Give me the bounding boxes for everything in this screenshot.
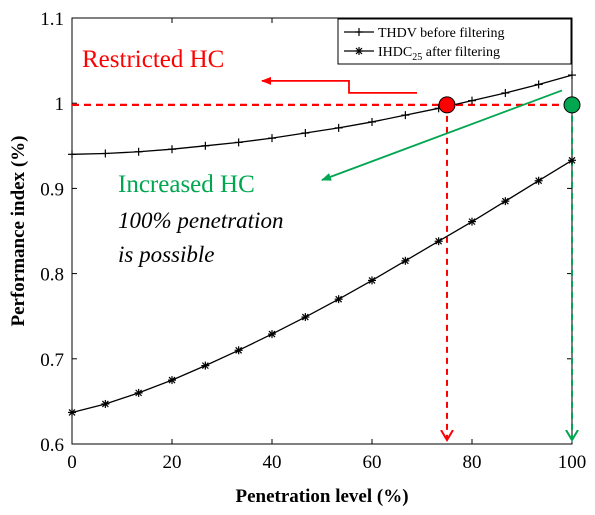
y-tick-label: 1.1 [40, 9, 64, 30]
series-line-1 [71, 74, 573, 155]
series-2-point [134, 388, 143, 397]
series-1-point [568, 71, 576, 80]
series-2-point [368, 276, 376, 285]
series-1-point [368, 117, 376, 126]
series-2-point [568, 156, 576, 165]
series-2-point [234, 346, 243, 355]
series-2-point [401, 256, 410, 265]
y-tick-label: 0.8 [40, 265, 64, 286]
series-1-point [134, 147, 143, 156]
y-tick-label: 0.6 [40, 435, 64, 456]
penetration-note-line2: is possible [118, 242, 214, 267]
series-1-point [168, 145, 176, 154]
y-axis-label: Performance index (%) [8, 136, 29, 327]
series-2-point [168, 376, 176, 385]
series-1-point [334, 123, 343, 132]
increased-pointer-arrow [321, 89, 563, 181]
legend-label-2-rest: after filtering [422, 45, 500, 60]
legend-star-marker [355, 47, 363, 55]
legend-marker-2 [355, 47, 363, 55]
axis-ticks: 0 20 40 60 80 100 0.6 0.7 0.8 0.9 1 1.1 [40, 9, 586, 473]
series-1-point [268, 134, 276, 143]
legend-label-2-main: IHDC [378, 45, 412, 60]
series-1-point [68, 150, 76, 159]
series-1-point [301, 129, 310, 138]
y-tick-label: 1 [55, 94, 65, 115]
y-tick-label: 0.7 [40, 350, 64, 371]
series-1-point [534, 80, 543, 89]
restricted-hc-point [438, 96, 456, 114]
series-1-point [401, 111, 410, 120]
series-2-point [468, 217, 476, 226]
legend-label-2: IHDC25 after filtering [378, 45, 500, 63]
legend-marker-1 [355, 28, 363, 36]
legend: THDV before filtering IHDC25 after filte… [337, 18, 572, 65]
legend-label-1: THDV before filtering [378, 26, 504, 41]
series-2-point [201, 361, 210, 370]
series-1-point [201, 141, 210, 150]
increased-hc-label: Increased HC [118, 171, 255, 198]
series-2-point [301, 313, 310, 322]
x-axis-label: Penetration level (%) [235, 486, 408, 507]
penetration-note-line1: 100% penetration [118, 208, 283, 233]
series-group [68, 71, 576, 417]
series-2-point [501, 197, 510, 206]
increased-hc-point [563, 96, 581, 114]
series-2-point [534, 176, 543, 185]
series-2-point [268, 330, 276, 339]
legend-label-2-sub: 25 [412, 52, 422, 63]
series-1-point [501, 88, 510, 97]
x-tick-label: 100 [558, 452, 587, 473]
series-2-point [101, 399, 110, 408]
series-2-point [334, 295, 343, 304]
y-tick-label: 0.9 [40, 179, 64, 200]
x-tick-label: 20 [163, 452, 182, 473]
x-tick-label: 0 [67, 452, 77, 473]
x-tick-label: 60 [363, 452, 382, 473]
series-1-point [101, 149, 110, 158]
series-2-point [68, 408, 76, 417]
restricted-hc-label: Restricted HC [82, 46, 224, 73]
series-2-point [434, 237, 443, 246]
legend-box [337, 18, 572, 65]
series-1-point [468, 96, 476, 105]
annotation-points [438, 96, 581, 114]
restricted-pointer-arrow [261, 76, 417, 94]
legend-plus-marker [355, 28, 363, 36]
x-tick-label: 80 [463, 452, 482, 473]
series-1-point [234, 138, 243, 147]
x-tick-label: 40 [263, 452, 282, 473]
series-line-2 [71, 159, 573, 414]
